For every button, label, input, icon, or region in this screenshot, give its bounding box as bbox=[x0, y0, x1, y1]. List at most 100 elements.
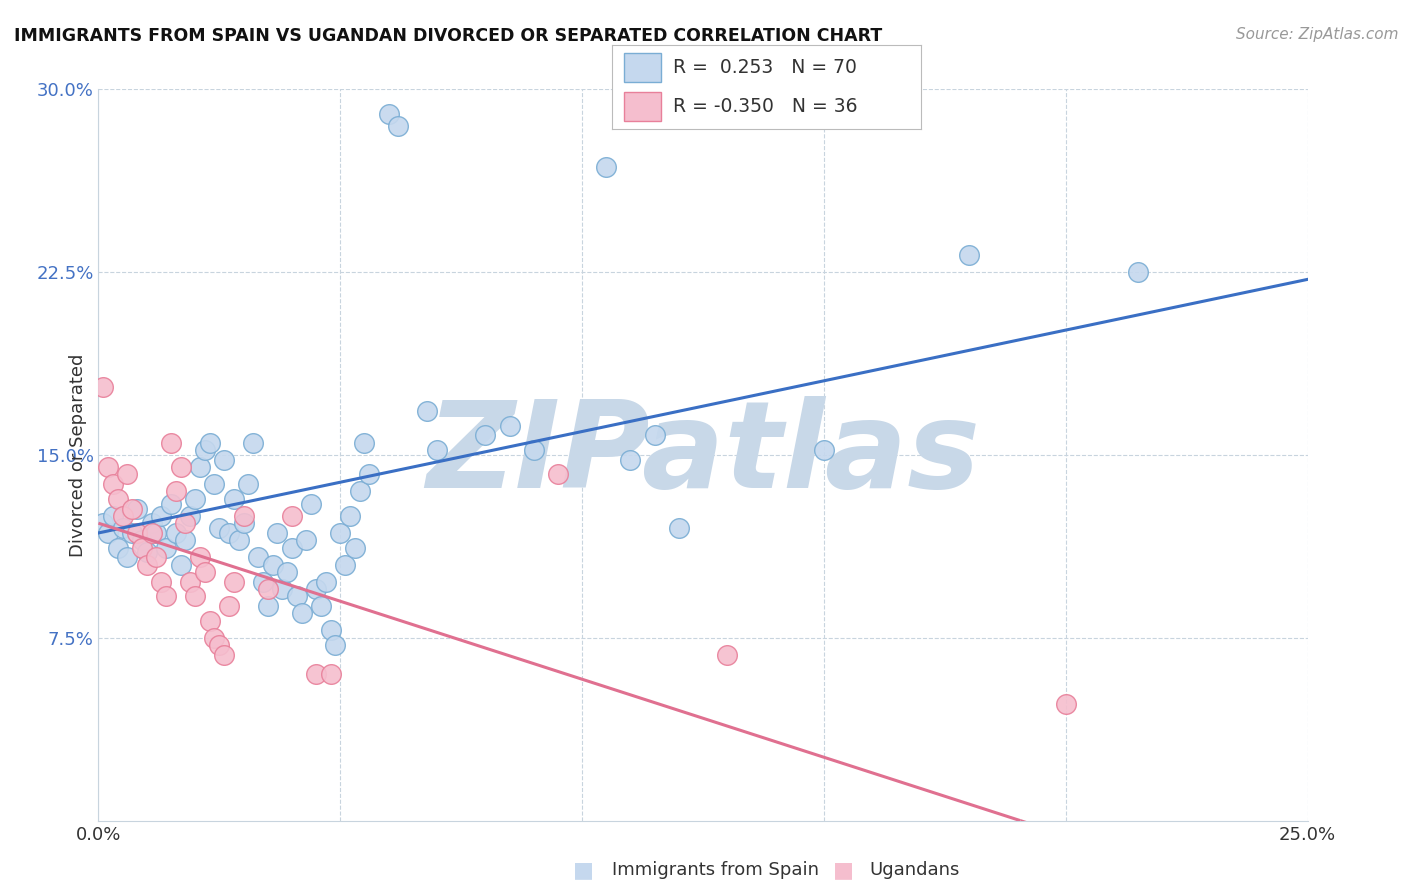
Point bbox=[247, 550, 270, 565]
Point bbox=[595, 160, 617, 174]
Text: R = -0.350   N = 36: R = -0.350 N = 36 bbox=[673, 97, 858, 116]
Point bbox=[325, 638, 347, 652]
Point bbox=[377, 106, 399, 120]
Point bbox=[1128, 265, 1150, 279]
Point bbox=[218, 599, 240, 613]
Point bbox=[266, 525, 288, 540]
Y-axis label: Divorced or Separated: Divorced or Separated bbox=[69, 353, 87, 557]
Point bbox=[135, 558, 157, 572]
Text: Ugandans: Ugandans bbox=[869, 861, 959, 879]
Point bbox=[160, 435, 183, 450]
Point bbox=[299, 497, 322, 511]
Point bbox=[117, 550, 139, 565]
Point bbox=[349, 484, 371, 499]
Point bbox=[141, 525, 163, 540]
Point bbox=[305, 582, 328, 596]
Point bbox=[498, 418, 520, 433]
Point bbox=[547, 467, 569, 482]
Point bbox=[208, 638, 231, 652]
Text: IMMIGRANTS FROM SPAIN VS UGANDAN DIVORCED OR SEPARATED CORRELATION CHART: IMMIGRANTS FROM SPAIN VS UGANDAN DIVORCE… bbox=[14, 27, 883, 45]
Point bbox=[232, 508, 254, 523]
Point bbox=[131, 533, 153, 548]
Point bbox=[91, 379, 114, 393]
Point bbox=[107, 541, 129, 555]
Point bbox=[523, 443, 546, 458]
Bar bbox=[624, 54, 661, 82]
Point bbox=[474, 428, 496, 442]
Point bbox=[160, 497, 183, 511]
Point bbox=[315, 574, 337, 589]
Point bbox=[198, 435, 221, 450]
Point bbox=[668, 521, 690, 535]
Text: ZIPatlas: ZIPatlas bbox=[426, 396, 980, 514]
Point bbox=[169, 558, 191, 572]
Point bbox=[155, 590, 177, 604]
Point bbox=[644, 428, 666, 442]
Point bbox=[359, 467, 381, 482]
Point bbox=[101, 477, 124, 491]
Point bbox=[155, 541, 177, 555]
Point bbox=[150, 574, 173, 589]
Bar bbox=[624, 92, 661, 120]
Point bbox=[222, 491, 245, 506]
Point bbox=[271, 582, 294, 596]
Point bbox=[212, 452, 235, 467]
Point bbox=[194, 443, 217, 458]
Point bbox=[281, 508, 304, 523]
Point bbox=[238, 477, 260, 491]
Point bbox=[194, 565, 217, 579]
Point bbox=[290, 607, 312, 621]
Point bbox=[813, 443, 835, 458]
Point bbox=[619, 452, 641, 467]
Point bbox=[91, 516, 114, 531]
Point bbox=[305, 667, 328, 681]
Point bbox=[121, 525, 143, 540]
Point bbox=[343, 541, 366, 555]
Point bbox=[295, 533, 318, 548]
Point bbox=[256, 599, 278, 613]
Point bbox=[957, 248, 980, 262]
Point bbox=[97, 460, 120, 475]
Point bbox=[416, 404, 439, 418]
Point bbox=[165, 525, 187, 540]
Text: ■: ■ bbox=[834, 860, 853, 880]
Point bbox=[339, 508, 361, 523]
Point bbox=[198, 614, 221, 628]
Point bbox=[141, 516, 163, 531]
Point bbox=[333, 558, 356, 572]
Point bbox=[426, 443, 449, 458]
Point bbox=[262, 558, 284, 572]
Point bbox=[111, 521, 134, 535]
Point bbox=[319, 667, 342, 681]
Point bbox=[228, 533, 250, 548]
Point bbox=[179, 508, 201, 523]
Point bbox=[285, 590, 308, 604]
Point bbox=[387, 119, 409, 133]
Point bbox=[329, 525, 352, 540]
Point bbox=[174, 516, 197, 531]
Point bbox=[232, 516, 254, 531]
Point bbox=[150, 508, 173, 523]
Point bbox=[204, 631, 226, 645]
Point bbox=[281, 541, 304, 555]
Point bbox=[276, 565, 298, 579]
Point bbox=[97, 525, 120, 540]
Point bbox=[184, 491, 207, 506]
Point bbox=[188, 550, 211, 565]
Point bbox=[256, 582, 278, 596]
Point bbox=[1054, 697, 1077, 711]
Point bbox=[353, 435, 375, 450]
Point bbox=[179, 574, 201, 589]
Point bbox=[145, 525, 167, 540]
Point bbox=[135, 545, 157, 559]
Text: ■: ■ bbox=[574, 860, 593, 880]
Point bbox=[319, 624, 342, 638]
Point bbox=[111, 508, 134, 523]
Point bbox=[131, 541, 153, 555]
Point bbox=[242, 435, 264, 450]
Point bbox=[218, 525, 240, 540]
Point bbox=[222, 574, 245, 589]
Point bbox=[309, 599, 332, 613]
Point bbox=[716, 648, 738, 662]
Point bbox=[188, 460, 211, 475]
